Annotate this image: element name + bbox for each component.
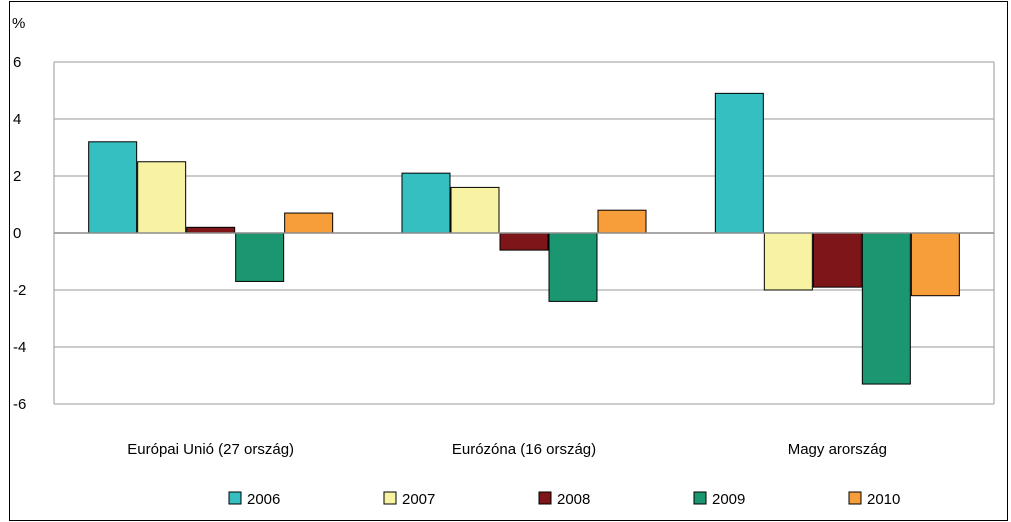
y-tick-label: 0 (13, 225, 21, 242)
bar-2010-2 (597, 209, 647, 234)
bar-2006-1 (88, 141, 138, 234)
bar-2008-2 (499, 232, 549, 251)
bar-2010-1 (284, 212, 334, 234)
y-tick-label: -4 (13, 339, 26, 356)
bar-2007-2 (450, 186, 500, 234)
bar-2008-1 (186, 226, 236, 234)
x-category-label: Eurózóna (16 ország) (452, 441, 596, 458)
x-category-label: Európai Unió (27 ország) (127, 441, 294, 458)
x-axis-categories: Európai Unió (27 ország) Eurózóna (16 ors… (127, 441, 887, 458)
legend-swatch-2007 (383, 491, 397, 505)
y-tick-label: 4 (13, 111, 21, 128)
bar-2009-1 (235, 232, 285, 282)
legend-swatch-2006 (228, 491, 242, 505)
y-tick-label: -6 (13, 396, 26, 413)
legend-swatch-2008 (538, 491, 552, 505)
legend-label-2006: 2006 (247, 491, 280, 508)
bar-2008-3 (812, 232, 862, 288)
legend-label-2009: 2009 (712, 491, 745, 508)
x-category-label: Magy arország (788, 441, 887, 458)
bar-2006-2 (401, 172, 451, 234)
bar-2007-1 (137, 161, 187, 234)
y-axis-ticks: 6 4 2 0 -2 -4 -6 (13, 54, 26, 413)
bar-2009-3 (861, 232, 911, 385)
bar-2010-3 (910, 232, 960, 297)
legend: 2006 2007 2008 2009 2010 (228, 491, 900, 508)
legend-label-2007: 2007 (402, 491, 435, 508)
legend-label-2008: 2008 (557, 491, 590, 508)
bar-2007-3 (763, 232, 813, 291)
y-tick-label: 6 (13, 54, 21, 71)
y-tick-label: 2 (13, 168, 21, 185)
gridlines (54, 61, 994, 405)
bar-2009-2 (548, 232, 598, 302)
legend-label-2010: 2010 (867, 491, 900, 508)
bars (88, 92, 960, 385)
bar-2006-3 (714, 92, 764, 234)
legend-swatch-2009 (693, 491, 707, 505)
y-axis-unit-label: % (12, 15, 25, 32)
legend-swatch-2010 (848, 491, 862, 505)
y-tick-label: -2 (13, 282, 26, 299)
